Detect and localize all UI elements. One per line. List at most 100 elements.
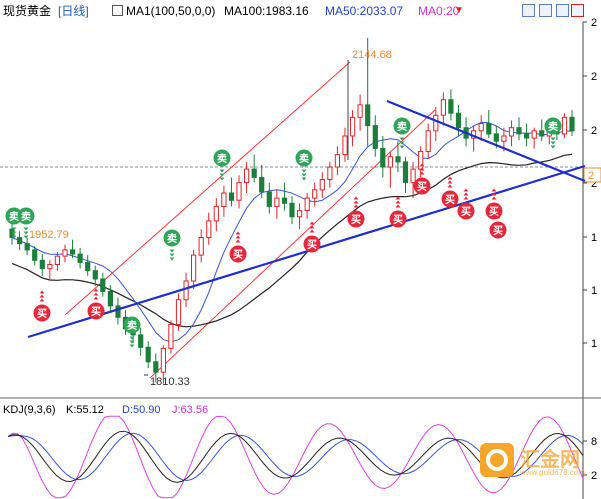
buy-signal-icon [389,210,407,228]
signal-arrow [169,253,175,257]
candle-body [425,130,431,153]
candle-body [259,176,265,193]
ma-dropdown-icon[interactable]: ▼ [454,5,464,16]
candle-body [342,135,348,156]
sell-signal-label: 卖 [21,210,31,223]
buy-signal-icon [87,302,105,320]
candle-body [47,264,53,270]
signal-arrow [495,211,501,215]
support-trendline [27,164,586,339]
signal-arrow [491,192,497,196]
candle-body [153,361,159,373]
signal-arrow [395,200,401,204]
signal-arrow [419,171,425,175]
candle-body [334,154,340,168]
watermark-logo-icon [480,443,514,477]
buy-signal-label: 买 [393,214,403,226]
candle-body [85,261,91,272]
buy-signal-label: 买 [351,214,361,226]
candle-body [206,220,212,238]
sell-signal-label: 卖 [167,232,177,245]
current-price-tag-label: 2 [588,170,594,182]
low-price-label: 1810.33 [150,376,190,388]
signal-arrow [419,163,425,167]
signal-arrow [447,184,453,188]
ma50-value: MA50:2033.07 [325,4,404,18]
signal-arrow [23,235,29,239]
signal-arrow [301,173,307,177]
period-label[interactable]: [日线] [58,4,89,18]
candle-body [221,192,227,207]
signal-arrow [353,200,359,204]
channel-lower-line [149,109,436,379]
signal-arrow [301,169,307,173]
signal-arrow [11,227,17,231]
signal-arrow [235,231,241,235]
toolbar-add-icon[interactable] [522,4,535,17]
signal-arrow [129,336,135,340]
signal-arrow [39,298,45,302]
sell-signal-icon [5,207,23,225]
signal-arrow [129,344,135,348]
candle-body [455,112,462,129]
candle-body [228,192,235,201]
signal-arrow [309,221,315,225]
signal-arrow [495,207,501,211]
sell-signal-icon [295,149,313,167]
candle-body [365,104,371,127]
buy-signal-label: 买 [489,206,499,218]
ma-settings-icon[interactable] [112,5,123,16]
candle-body [569,116,575,132]
toolbar-period-icon[interactable] [539,4,552,17]
toolbar-bar-icon[interactable] [556,4,569,17]
candle-body [138,334,144,348]
candle-body [145,346,151,363]
signal-arrow [11,231,17,235]
kdj-label: KDJ(9,3,6) [3,404,56,416]
kdj-tick-label: 8 [591,436,597,448]
buy-signal-icon [229,245,247,263]
candle-body [493,133,499,142]
chart-header: 现货黄金 [日线] MA1(100,50,0,0) MA100:1983.16 … [0,0,601,22]
signal-arrow [11,235,17,239]
candle-body [561,116,568,135]
signal-arrow [395,204,401,208]
buy-signal-label: 买 [37,308,47,320]
toolbar-exit-icon[interactable] [571,4,584,17]
sell-signal-label: 卖 [548,120,558,133]
signal-arrow [395,196,401,200]
sell-signal-label: 卖 [299,152,309,165]
buy-signal-icon [489,221,507,239]
kdj-d-value: D:50.90 [122,404,161,416]
candle-body [274,197,280,207]
ma0-value: MA0:20 [418,4,460,18]
signal-arrow [495,215,501,219]
signal-arrow [219,169,225,173]
signal-arrow [219,177,225,181]
candle-body [327,166,333,181]
signal-arrow [23,227,29,231]
sell-signal-icon [163,229,181,247]
signal-arrow [419,167,425,171]
signal-arrow [301,177,307,181]
candle-body [92,270,98,280]
candle-body [380,147,386,168]
candle-body [213,205,219,222]
buy-signal-icon [413,177,431,195]
signal-arrow [399,141,405,145]
sell-signal-icon [213,149,231,167]
signal-arrow [447,176,453,180]
candle-body [395,156,401,163]
candle-body [39,259,45,270]
sell-signal-label: 卖 [127,319,137,332]
candle-body [183,280,189,301]
ma-config-label: MA1(100,50,0,0) [126,4,216,18]
candle-body [100,278,106,292]
candle-body [516,127,522,135]
candle-body [508,127,515,137]
signal-arrow [309,225,315,229]
candle-body [191,254,197,282]
signal-arrow [309,229,315,233]
candle-body [486,123,492,135]
